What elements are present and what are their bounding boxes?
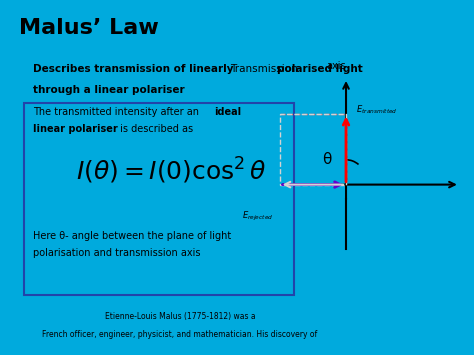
Text: Describes transmission of linearly: Describes transmission of linearly	[33, 64, 234, 74]
Text: axis: axis	[327, 61, 346, 71]
Bar	[24, 103, 294, 295]
Text: ideal: ideal	[214, 106, 241, 116]
Text: is described as: is described as	[117, 124, 193, 134]
Text: polarised light: polarised light	[277, 64, 363, 74]
Text: Malus’ Law: Malus’ Law	[19, 18, 159, 38]
Text: $I(\theta) = I(0)\cos^2\theta$: $I(\theta) = I(0)\cos^2\theta$	[76, 156, 266, 186]
Text: polarisation and transmission axis: polarisation and transmission axis	[33, 248, 201, 258]
Text: Etienne-Louis Malus (1775-1812) was a: Etienne-Louis Malus (1775-1812) was a	[105, 312, 255, 321]
Text: $E_{rejected}$: $E_{rejected}$	[242, 210, 273, 223]
Text: French officer, engineer, physicist, and mathematician. His discovery of: French officer, engineer, physicist, and…	[43, 330, 318, 339]
Text: linear polariser: linear polariser	[33, 124, 118, 134]
Text: $E_{transmitted}$: $E_{transmitted}$	[356, 104, 397, 116]
Text: The transmitted intensity after an: The transmitted intensity after an	[33, 106, 202, 116]
Text: through a linear polariser: through a linear polariser	[33, 85, 185, 95]
Text: Here θ- angle between the plane of light: Here θ- angle between the plane of light	[33, 231, 231, 241]
Text: θ: θ	[322, 152, 332, 167]
Bar	[280, 114, 346, 185]
Text: Transmission: Transmission	[230, 64, 301, 74]
